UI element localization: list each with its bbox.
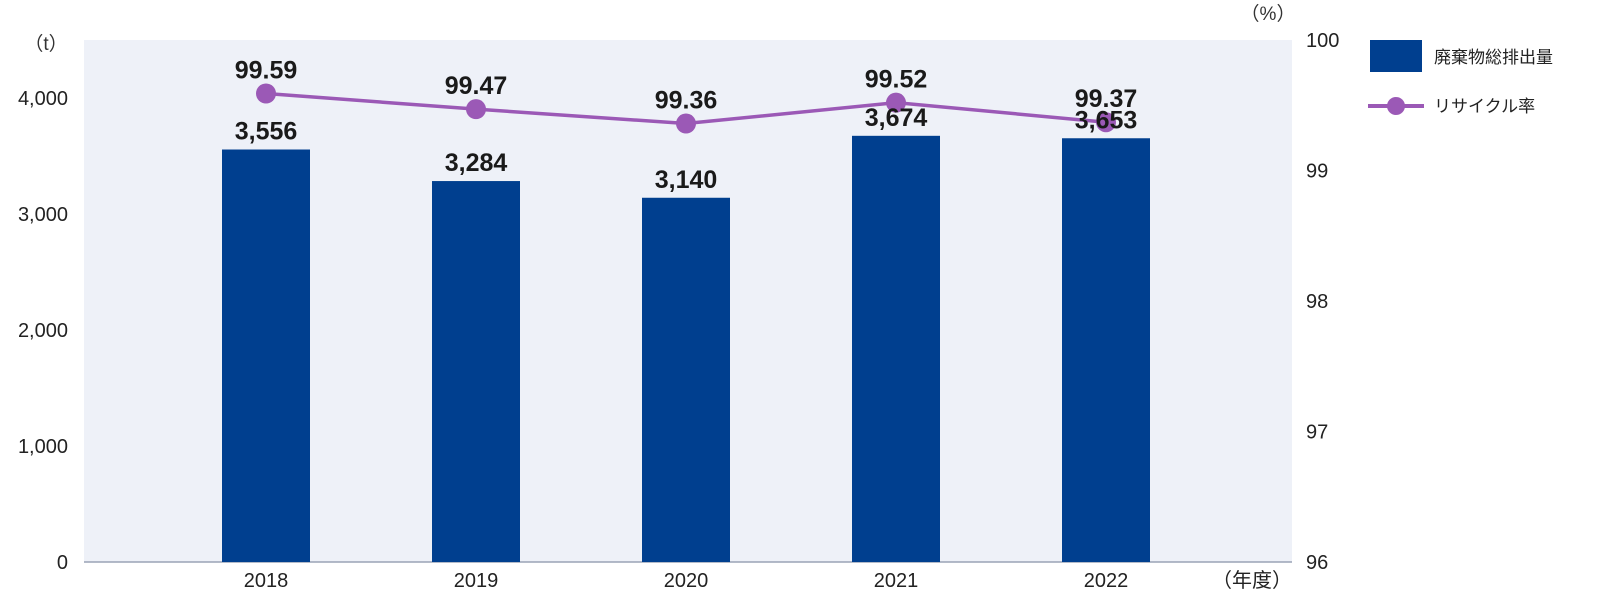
legend-line-marker	[1387, 97, 1405, 115]
bar-2020	[642, 197, 730, 562]
bar-2022	[1062, 138, 1150, 562]
rate-point-2020	[676, 113, 696, 134]
rate-value-label: 99.36	[655, 87, 718, 115]
x-axis-tick: 2019	[454, 570, 499, 592]
left-axis-unit: （t）	[24, 33, 67, 55]
bar-value-label: 3,556	[235, 118, 298, 146]
rate-point-2021	[886, 92, 906, 113]
left-axis-tick: 0	[57, 552, 68, 574]
rate-value-label: 99.47	[445, 72, 508, 100]
bar-value-label: 3,653	[1075, 106, 1138, 134]
rate-value-label: 99.52	[865, 66, 928, 94]
left-axis-tick: 2,000	[18, 320, 68, 342]
legend: 廃棄物総排出量 リサイクル率	[1368, 40, 1553, 117]
rate-point-2022	[1096, 112, 1116, 133]
left-axis-tick: 3,000	[18, 204, 68, 226]
x-axis-tick: 2021	[874, 570, 919, 592]
rate-value-label: 99.59	[235, 57, 298, 85]
bar-2018	[222, 149, 310, 562]
right-axis-tick: 99	[1306, 161, 1328, 183]
legend-line-label: リサイクル率	[1434, 97, 1535, 117]
rate-value-label: 99.37	[1075, 85, 1138, 113]
right-axis-tick: 97	[1306, 422, 1328, 444]
data-labels-layer: 3,556 3,284 3,140 3,674 3,653 99.59 99.47 99.36…	[235, 57, 1138, 194]
bar-2019	[432, 181, 520, 562]
bar-value-label: 3,140	[655, 166, 718, 194]
right-axis-unit: （%）	[1241, 3, 1296, 25]
right-axis-tick: 98	[1306, 291, 1328, 313]
x-axis-tick: 2022	[1084, 570, 1129, 592]
rate-point-2018	[256, 83, 276, 104]
rate-point-2019	[466, 99, 486, 120]
x-axis-tick: 2020	[664, 570, 709, 592]
x-axis-unit: （年度）	[1212, 569, 1292, 592]
right-axis-tick: 100	[1306, 30, 1339, 52]
x-axis-tick: 2018	[244, 570, 289, 592]
bars-layer	[222, 135, 1150, 563]
legend-bar-label: 廃棄物総排出量	[1434, 48, 1553, 68]
legend-bar-swatch	[1370, 40, 1422, 72]
bar-value-label: 3,284	[445, 149, 508, 177]
left-axis-tick: 1,000	[18, 436, 68, 458]
rate-line-layer	[256, 83, 1116, 134]
left-axis-tick: 4,000	[18, 88, 68, 110]
axes-layer: 0 1,000 2,000 3,000 4,000 96 97 98 99 100 2018 2019…	[18, 30, 1339, 592]
bar-2021	[852, 135, 940, 563]
right-axis-tick: 96	[1306, 552, 1328, 574]
bar-value-label: 3,674	[865, 104, 928, 132]
